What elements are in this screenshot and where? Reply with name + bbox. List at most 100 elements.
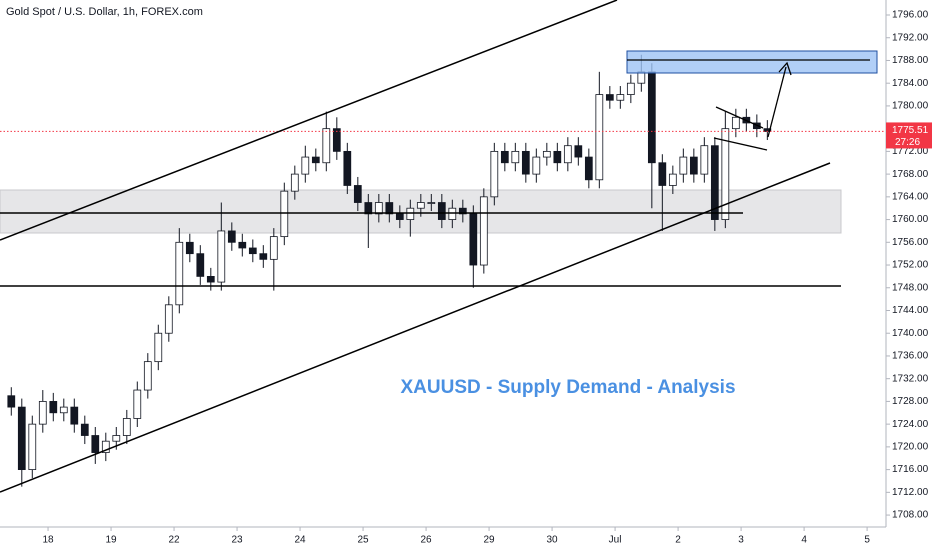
annotation: XAUUSD - Supply Demand - Analysis bbox=[400, 377, 735, 398]
candle-body bbox=[353, 185, 362, 203]
candle-body bbox=[616, 94, 625, 101]
candle-body bbox=[227, 230, 236, 243]
candle-body bbox=[38, 401, 47, 425]
candle-body bbox=[427, 202, 436, 204]
y-tick-label: 1772.00 bbox=[892, 146, 929, 157]
candle-body bbox=[416, 202, 425, 209]
candle-body bbox=[143, 361, 152, 391]
y-tick-label: 1708.00 bbox=[892, 510, 929, 521]
candle-body bbox=[175, 241, 184, 306]
y-tick-label: 1732.00 bbox=[892, 373, 929, 384]
y-tick-label: 1724.00 bbox=[892, 419, 929, 430]
y-tick-label: 1796.00 bbox=[892, 10, 929, 21]
candle-body bbox=[658, 162, 667, 186]
candle-body bbox=[626, 82, 635, 95]
candle-body bbox=[553, 150, 562, 164]
x-tick-label: 2 bbox=[675, 535, 681, 546]
candle-body bbox=[448, 207, 457, 220]
candle-body bbox=[679, 156, 688, 175]
candle-body bbox=[7, 395, 16, 408]
x-tick-label: 30 bbox=[547, 535, 559, 546]
candle-body bbox=[122, 418, 131, 436]
candle-body bbox=[101, 440, 110, 453]
candle-body bbox=[731, 116, 740, 130]
last-price-label: 1775.51 bbox=[892, 125, 929, 136]
candle-body bbox=[290, 173, 299, 192]
x-tick-label: 26 bbox=[421, 535, 433, 546]
y-tick-label: 1752.00 bbox=[892, 260, 929, 271]
chart-title: Gold Spot / U.S. Dollar, 1h, FOREX.com bbox=[6, 6, 203, 18]
candle-body bbox=[133, 389, 142, 419]
candle-body bbox=[364, 202, 373, 215]
arrow-head bbox=[778, 61, 792, 76]
arrow bbox=[767, 66, 787, 138]
candle-body bbox=[710, 145, 719, 220]
candle-body bbox=[322, 128, 331, 164]
candle-body bbox=[28, 423, 37, 471]
x-tick-label: 29 bbox=[484, 535, 496, 546]
candle-body bbox=[437, 202, 446, 220]
candle-body bbox=[332, 128, 341, 152]
candle-body bbox=[311, 156, 320, 164]
candle-body bbox=[301, 156, 310, 175]
channel-upper bbox=[0, 0, 618, 241]
candle-body bbox=[269, 236, 278, 260]
axes: 1708.00 1712.00 1716.00 1720.00 1724.00 1728.… bbox=[42, 10, 932, 546]
x-tick-label: 19 bbox=[105, 535, 117, 546]
candle-body bbox=[112, 435, 121, 442]
x-tick-label: 4 bbox=[801, 535, 807, 546]
candle-body bbox=[59, 406, 68, 414]
candle-body bbox=[374, 202, 383, 215]
candle-body bbox=[343, 150, 352, 186]
x-tick-label: 3 bbox=[738, 535, 744, 546]
supply-zone bbox=[626, 50, 878, 74]
y-tick-label: 1784.00 bbox=[892, 78, 929, 89]
candle-body bbox=[164, 304, 173, 334]
pennant-top bbox=[715, 106, 764, 129]
y-tick-label: 1736.00 bbox=[892, 351, 929, 362]
last-price-tag bbox=[886, 122, 932, 149]
y-tick-label: 1768.00 bbox=[892, 169, 929, 180]
y-tick-label: 1728.00 bbox=[892, 396, 929, 407]
x-tick-label: 5 bbox=[864, 535, 870, 546]
candle-body bbox=[584, 156, 593, 181]
candle-body bbox=[70, 406, 79, 425]
x-tick-label: 23 bbox=[231, 535, 243, 546]
candle-body bbox=[154, 332, 163, 363]
candle-body bbox=[17, 406, 26, 471]
candle-body bbox=[574, 145, 583, 158]
y-tick-label: 1792.00 bbox=[892, 32, 929, 43]
plot-area bbox=[0, 54, 886, 487]
candle-body bbox=[479, 196, 488, 266]
channel-lower bbox=[0, 162, 831, 493]
y-tick-label: 1788.00 bbox=[892, 55, 929, 66]
y-tick-label: 1720.00 bbox=[892, 442, 929, 453]
y-tick-label: 1716.00 bbox=[892, 464, 929, 475]
y-tick-label: 1764.00 bbox=[892, 191, 929, 202]
candle-body bbox=[238, 241, 247, 249]
candle-body bbox=[259, 253, 268, 260]
y-tick-label: 1760.00 bbox=[892, 214, 929, 225]
y-tick-label: 1780.00 bbox=[892, 101, 929, 112]
candle-body bbox=[647, 71, 656, 164]
candle-body bbox=[490, 150, 499, 198]
pennant-bottom bbox=[713, 137, 768, 151]
x-tick-label: 24 bbox=[294, 535, 306, 546]
candle-body bbox=[689, 156, 698, 175]
candle-body bbox=[217, 230, 226, 283]
candle-body bbox=[248, 247, 257, 255]
candle-body bbox=[280, 190, 289, 238]
candle-body bbox=[511, 150, 520, 164]
candle-body bbox=[206, 275, 215, 283]
candle-body bbox=[469, 213, 478, 266]
candle-body bbox=[406, 207, 415, 220]
candle-body bbox=[542, 150, 551, 158]
countdown: 27:26 bbox=[895, 137, 920, 148]
candle-body bbox=[185, 241, 194, 255]
y-tick-label: 1756.00 bbox=[892, 237, 929, 248]
candle-body bbox=[637, 71, 646, 84]
y-tick-label: 1740.00 bbox=[892, 328, 929, 339]
candle-body bbox=[500, 150, 509, 164]
x-tick-label: 22 bbox=[168, 535, 180, 546]
candle-body bbox=[563, 145, 572, 164]
